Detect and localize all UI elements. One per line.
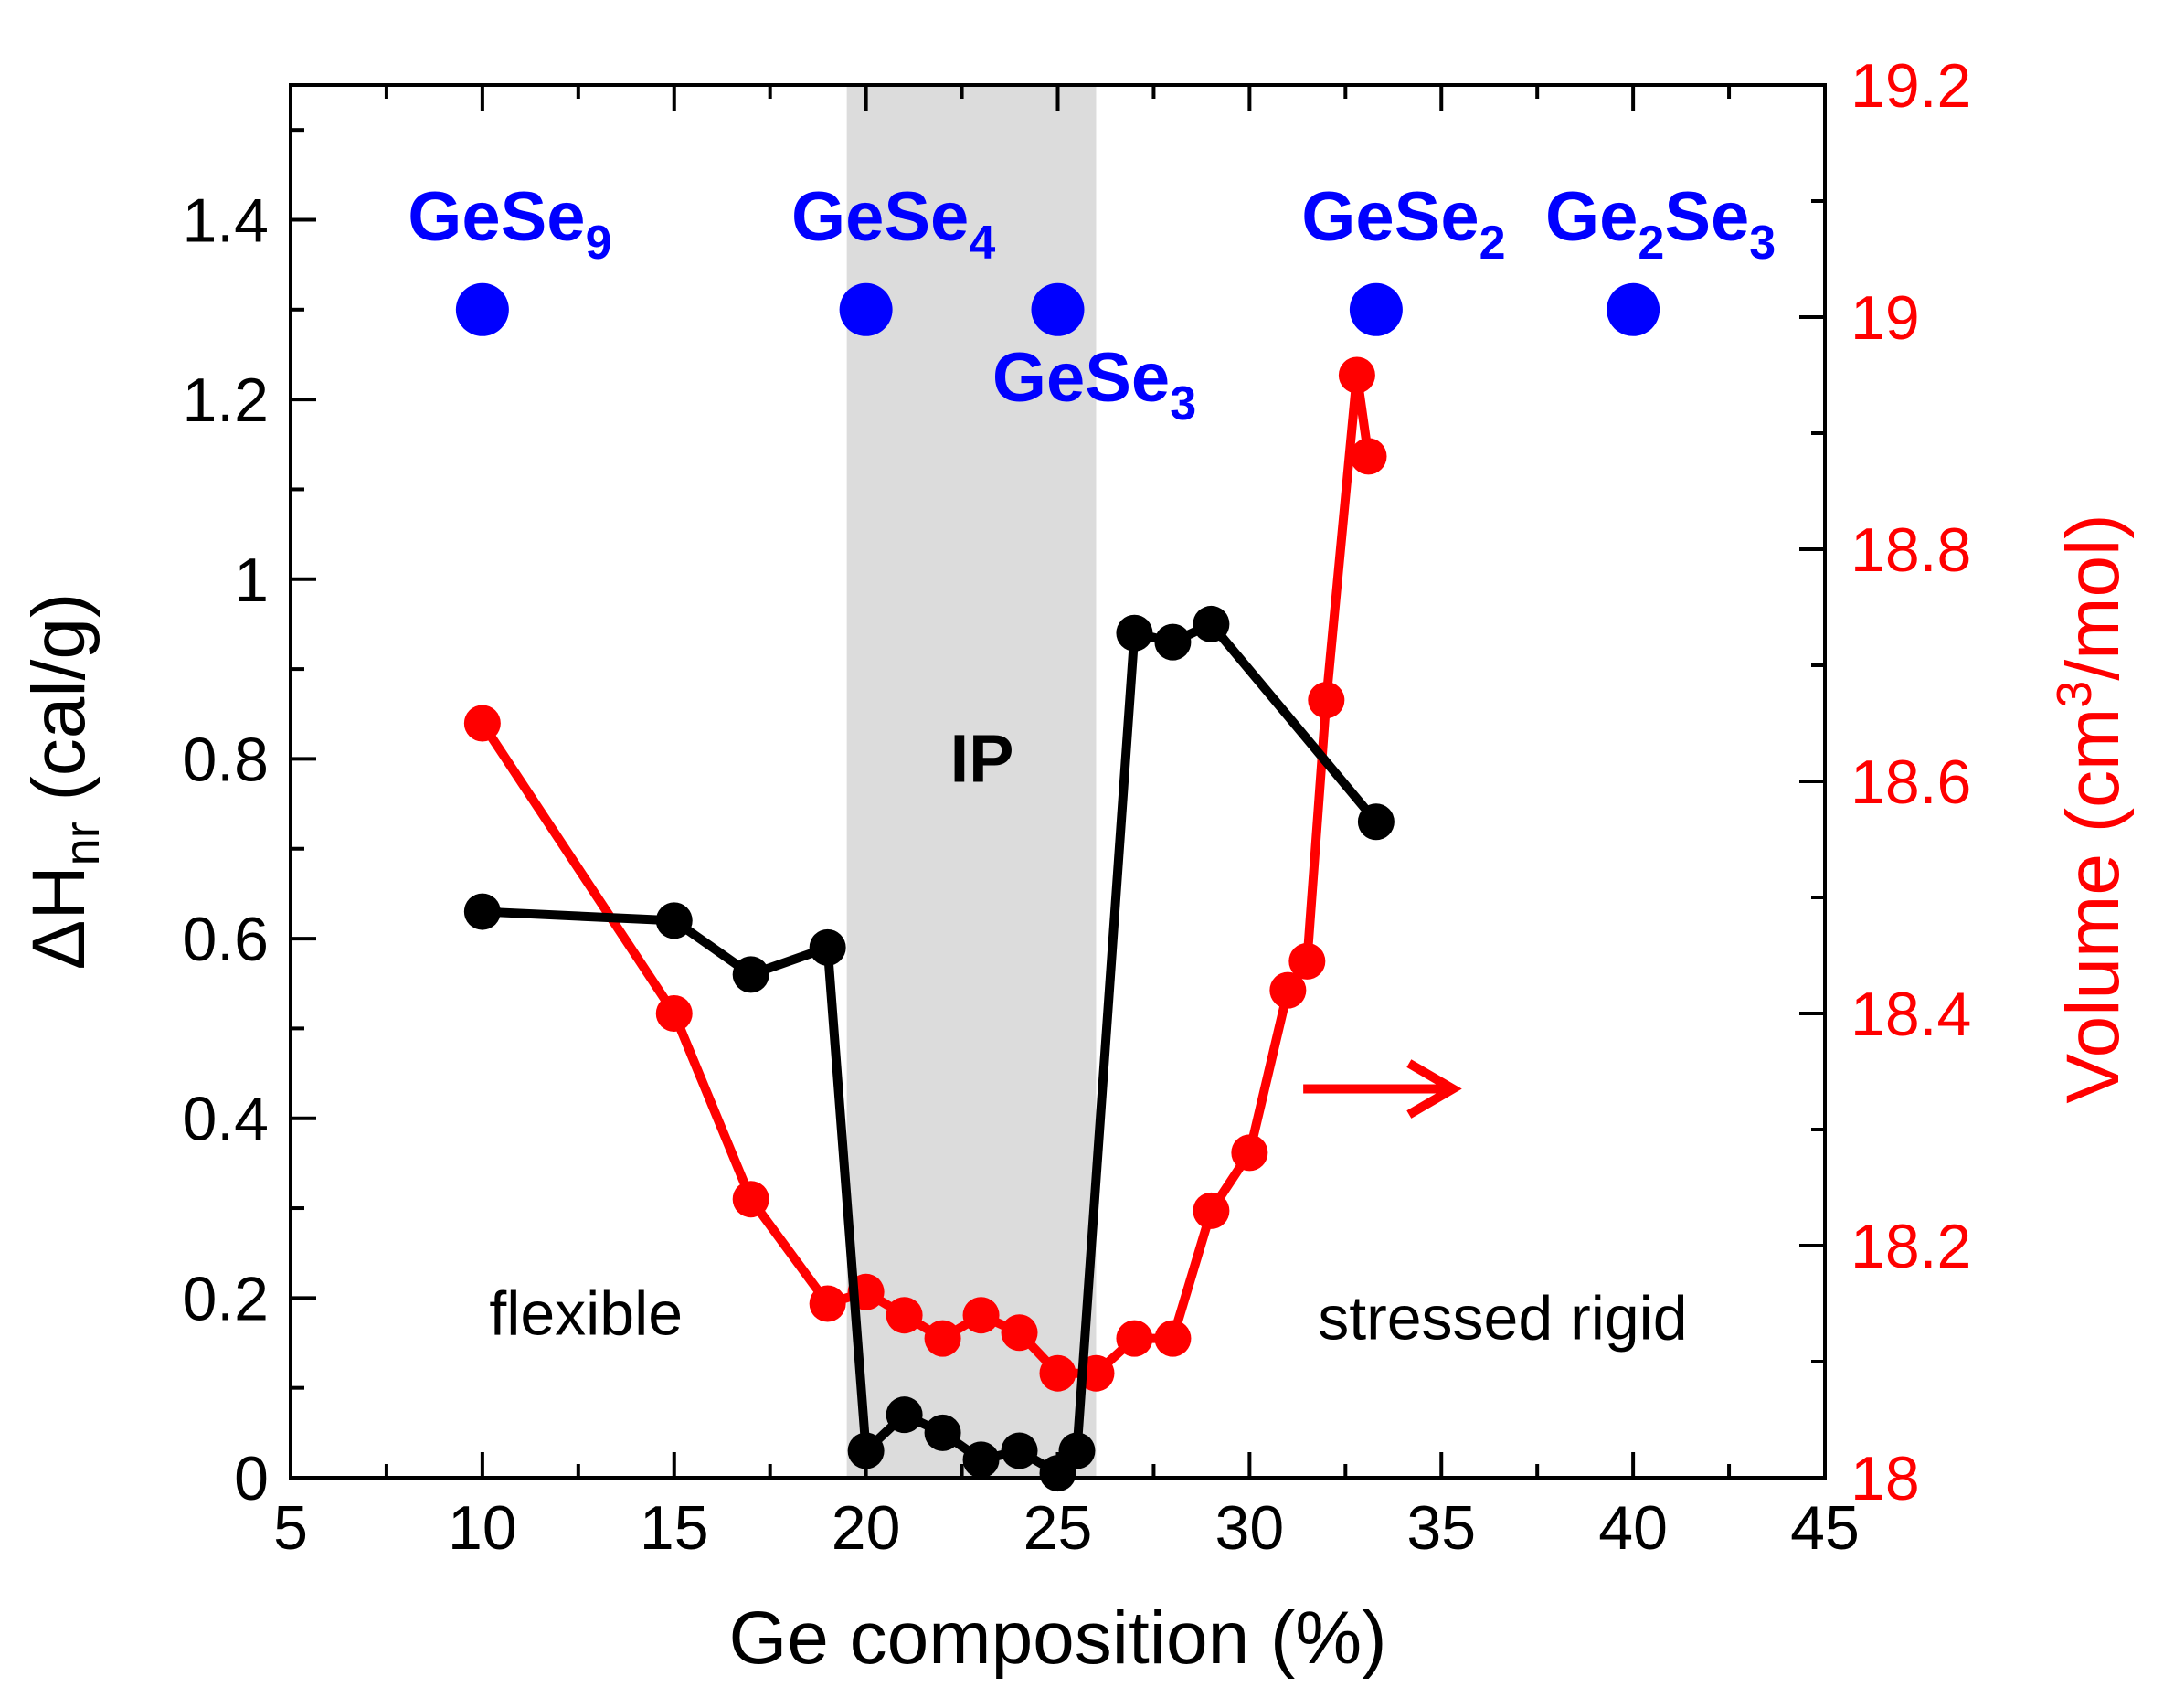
volume-point (1039, 1354, 1076, 1392)
enthalpy-point (1058, 1432, 1096, 1469)
enthalpy-point (847, 1432, 885, 1469)
x-tick-label: 10 (448, 1493, 517, 1563)
y2-tick-label: 18.4 (1851, 980, 1971, 1049)
y-tick-label: 0.4 (182, 1085, 269, 1154)
y2-tick-label: 19.2 (1851, 51, 1971, 121)
compound-marker (1031, 282, 1085, 336)
x-tick-label: 5 (273, 1493, 308, 1563)
enthalpy-point (1001, 1432, 1038, 1469)
x-tick-label: 35 (1406, 1493, 1476, 1563)
compound-label: GeSe3 (992, 339, 1196, 430)
volume-point (655, 995, 693, 1032)
x-tick-label: 15 (640, 1493, 709, 1563)
compound-marker (1607, 282, 1660, 336)
enthalpy-point (809, 928, 846, 966)
y2-tick-label: 18.6 (1851, 748, 1971, 817)
x-tick-label: 25 (1023, 1493, 1093, 1563)
y-tick-label: 0.8 (182, 725, 269, 794)
volume-point (1308, 682, 1345, 719)
y-tick-labels: 0 0.2 0.4 0.6 0.8 1 1.2 1.4 (182, 186, 269, 1513)
volume-point (1001, 1314, 1038, 1352)
volume-point (463, 705, 501, 742)
ip-label: IP (950, 720, 1014, 796)
volume-point (886, 1297, 923, 1334)
compound-marker (455, 282, 509, 336)
volume-point (1269, 971, 1307, 1009)
enthalpy-point (924, 1414, 961, 1451)
volume-point (809, 1285, 846, 1322)
volume-point (732, 1181, 769, 1218)
right-axis-arrow (1303, 1059, 1462, 1119)
volume-point (962, 1297, 1000, 1334)
compound-marker (1349, 282, 1403, 336)
x-tick-labels: 5 10 15 20 25 30 35 40 45 (273, 1493, 1860, 1563)
y2-axis-title: Volume (cm3/mol) (2047, 514, 2135, 1103)
enthalpy-point (1116, 614, 1153, 652)
volume-point (1350, 438, 1387, 475)
volume-point (924, 1320, 961, 1357)
y-tick-label: 0.2 (182, 1264, 269, 1333)
y2-tick-label: 18.8 (1851, 515, 1971, 585)
y-tick-label: 0 (234, 1444, 269, 1513)
volume-point (1338, 356, 1375, 394)
x-tick-label: 30 (1215, 1493, 1285, 1563)
enthalpy-point (962, 1441, 1000, 1479)
x-axis-title: Ge composition (%) (728, 1597, 1386, 1680)
volume-point (1288, 942, 1326, 980)
y2-tick-label: 18 (1851, 1444, 1920, 1513)
y2-tick-labels: 18 18.2 18.4 18.6 18.8 19 19.2 (1851, 51, 1971, 1513)
arrow-head (1406, 1059, 1462, 1119)
enthalpy-point (1193, 605, 1230, 642)
compound-label: GeSe2 (1301, 178, 1505, 270)
y-tick-label: 1.2 (182, 366, 269, 435)
y-axis-title: ΔHnr (cal/g) (17, 593, 110, 971)
compound-label: Ge2Se3 (1545, 178, 1776, 270)
compound-marker (839, 282, 893, 336)
y-tick-label: 1 (234, 546, 269, 615)
enthalpy-point (655, 902, 693, 939)
x-tick-label: 45 (1790, 1493, 1860, 1563)
series-layer (463, 356, 1395, 1492)
enthalpy-point (1357, 803, 1395, 841)
volume-point (1231, 1134, 1268, 1172)
enthalpy-point (463, 893, 501, 930)
stressed-rigid-label: stressed rigid (1318, 1283, 1687, 1353)
x-tick-label: 40 (1598, 1493, 1668, 1563)
flexible-label: flexible (489, 1278, 683, 1348)
volume-point (1116, 1320, 1153, 1357)
y2-tick-label: 18.2 (1851, 1212, 1971, 1281)
enthalpy-point (1154, 623, 1192, 661)
compound-layer: GeSe9 GeSe4 GeSe3 GeSe2 Ge2Se3 (408, 178, 1776, 430)
compound-label: GeSe4 (791, 178, 995, 270)
y-tick-label: 1.4 (182, 186, 269, 255)
y-tick-label: 0.6 (182, 905, 269, 974)
compound-label: GeSe9 (408, 178, 611, 270)
volume-point (1154, 1320, 1192, 1357)
x-tick-label: 20 (832, 1493, 901, 1563)
enthalpy-point (886, 1396, 923, 1434)
volume-point (1193, 1192, 1230, 1229)
enthalpy-point (732, 956, 769, 993)
y2-tick-label: 19 (1851, 283, 1920, 353)
plot-frame (289, 83, 1827, 1480)
